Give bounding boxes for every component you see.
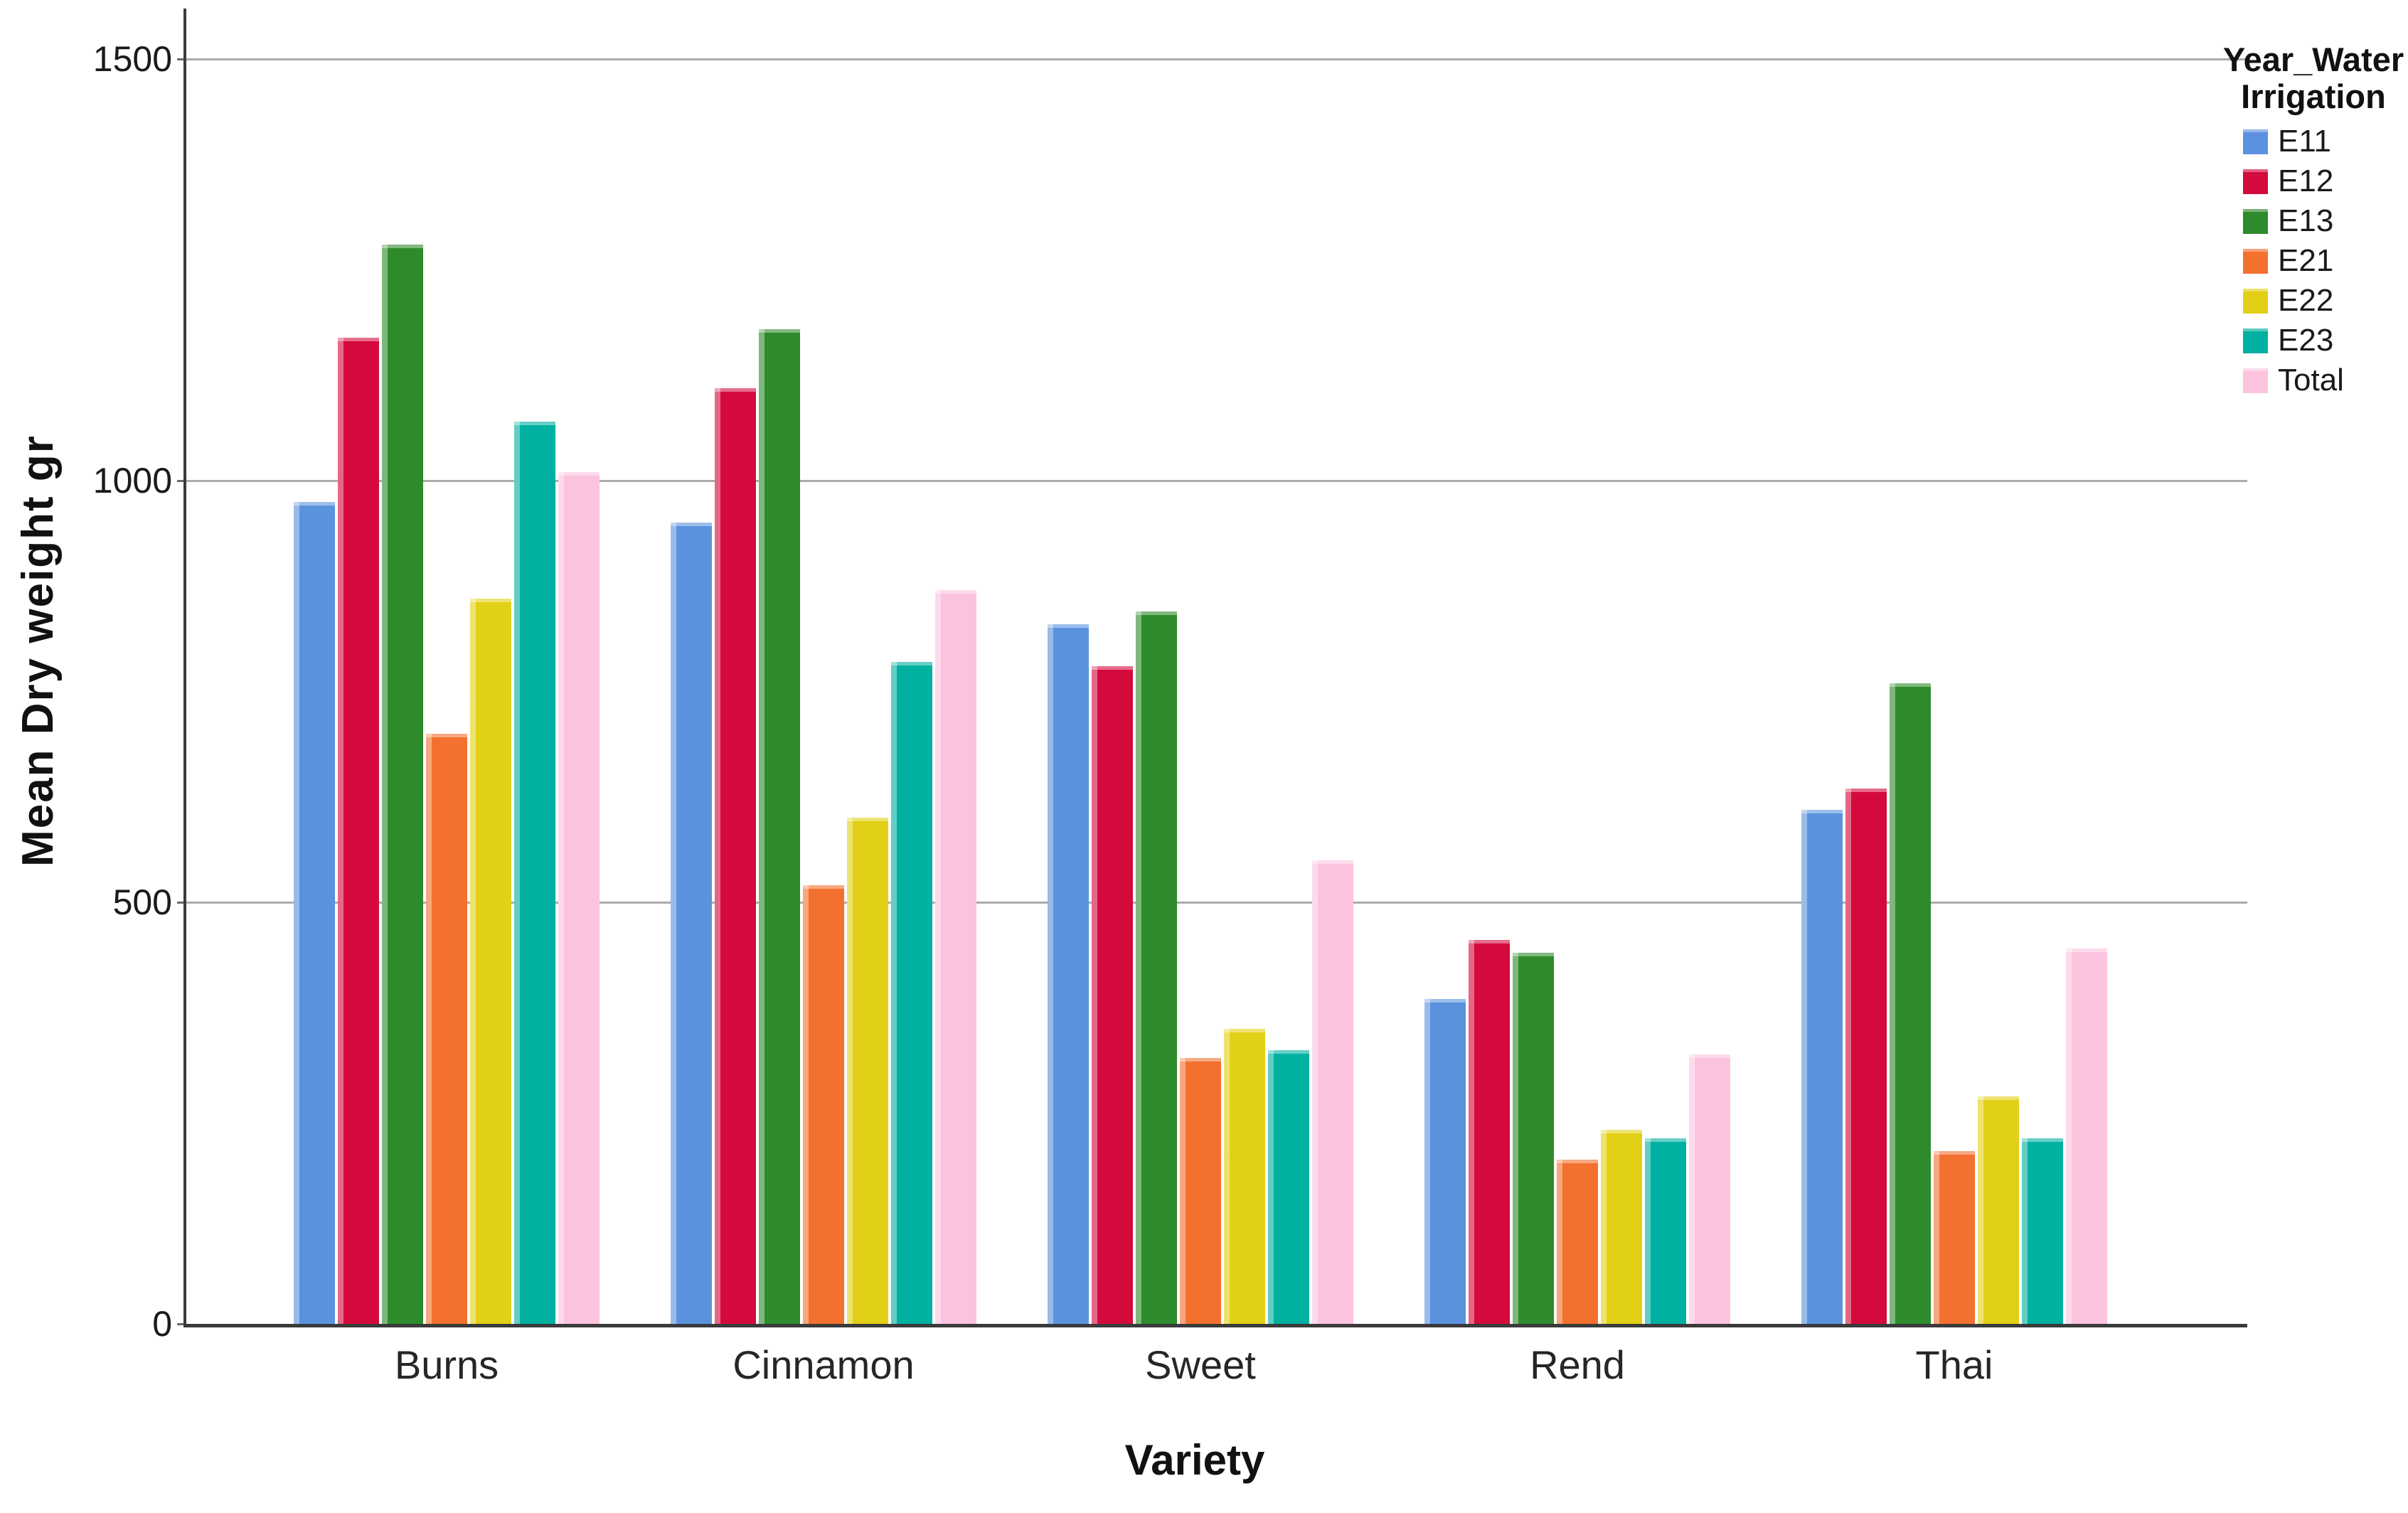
legend-item-list: E11 E12 E13 E21 E22 E23 Total (2219, 124, 2408, 397)
legend-label-e23: E23 (2278, 323, 2334, 358)
legend-item-e11: E11 (2243, 124, 2408, 159)
bar-thai-e12 (1845, 788, 1887, 1324)
bar-cinnamon-e11 (671, 523, 712, 1324)
bar-sweet-e23 (1268, 1049, 1309, 1324)
bar-rend-e22 (1601, 1130, 1642, 1324)
y-tick-label-1000: 1000 (92, 461, 172, 501)
x-category-label-sweet: Sweet (1145, 1342, 1256, 1387)
bar-rend-e11 (1424, 999, 1466, 1324)
bar-burns-e23 (514, 422, 555, 1324)
x-category-label-burns: Burns (394, 1342, 499, 1387)
y-tick-0 (177, 1322, 186, 1325)
x-axis-title: Variety (1124, 1436, 1265, 1484)
legend-swatch-icon-e11 (2243, 129, 2268, 154)
x-category-label-rend: Rend (1530, 1342, 1625, 1387)
y-axis-title: Mean Dry weight gr (14, 434, 63, 867)
bar-cinnamon-e21 (803, 885, 844, 1324)
bar-rend-e12 (1469, 940, 1510, 1324)
y-axis-line (183, 9, 186, 1327)
legend-item-e12: E12 (2243, 164, 2408, 198)
legend-item-e22: E22 (2243, 283, 2408, 318)
bar-rend-e23 (1645, 1138, 1686, 1324)
y-tick-label-500: 500 (112, 882, 172, 923)
gridline-1500 (186, 58, 2247, 60)
legend-item-e13: E13 (2243, 203, 2408, 238)
bar-sweet-total (1312, 860, 1353, 1324)
bar-sweet-e21 (1180, 1058, 1221, 1324)
legend-swatch-icon-e13 (2243, 208, 2268, 234)
bar-cinnamon-e23 (891, 662, 932, 1324)
bar-sweet-e11 (1048, 624, 1089, 1324)
legend-swatch-icon-e21 (2243, 248, 2268, 274)
legend-item-e21: E21 (2243, 243, 2408, 278)
legend: Year_Water Irrigation E11 E12 E13 E21 E22 E23… (2219, 41, 2408, 407)
bar-thai-e21 (1934, 1150, 1975, 1324)
y-tick-label-0: 0 (152, 1304, 172, 1344)
bar-cinnamon-e12 (715, 387, 756, 1324)
bar-burns-e11 (294, 501, 335, 1324)
bar-rend-total (1689, 1054, 1730, 1324)
bar-rend-e13 (1513, 953, 1554, 1324)
legend-label-total: Total (2278, 363, 2344, 397)
bar-sweet-e12 (1092, 666, 1133, 1324)
bar-sweet-e22 (1224, 1028, 1265, 1324)
bar-thai-e22 (1978, 1096, 2019, 1324)
y-tick-label-1500: 1500 (92, 39, 172, 80)
x-category-label-cinnamon: Cinnamon (732, 1342, 915, 1387)
y-tick-1000 (177, 479, 186, 482)
bar-burns-e21 (426, 733, 467, 1324)
legend-title-line1: Year_Water (2222, 41, 2404, 78)
gridline-500 (186, 901, 2247, 904)
legend-label-e21: E21 (2278, 243, 2334, 278)
legend-title: Year_Water Irrigation (2219, 41, 2408, 115)
bar-thai-e11 (1801, 809, 1843, 1324)
legend-label-e22: E22 (2278, 283, 2334, 318)
bar-burns-e22 (470, 599, 511, 1324)
bar-thai-total (2066, 948, 2107, 1324)
bar-cinnamon-e13 (759, 328, 800, 1324)
bar-burns-total (558, 472, 600, 1324)
legend-swatch-icon-e12 (2243, 169, 2268, 194)
bar-burns-e13 (382, 245, 423, 1324)
legend-label-e11: E11 (2278, 124, 2332, 159)
x-axis-line (183, 1324, 2247, 1327)
legend-swatch-icon-total (2243, 368, 2268, 393)
legend-item-e23: E23 (2243, 323, 2408, 358)
bar-thai-e23 (2022, 1138, 2063, 1324)
bar-sweet-e13 (1136, 611, 1177, 1324)
bar-cinnamon-total (935, 590, 976, 1324)
bar-cinnamon-e22 (847, 818, 888, 1324)
legend-swatch-icon-e23 (2243, 328, 2268, 353)
x-category-label-thai: Thai (1915, 1342, 1993, 1387)
legend-item-total: Total (2243, 363, 2408, 397)
legend-swatch-icon-e22 (2243, 288, 2268, 314)
bar-burns-e12 (338, 337, 379, 1324)
legend-label-e13: E13 (2278, 203, 2334, 238)
bar-rend-e21 (1557, 1159, 1598, 1324)
bar-thai-e13 (1890, 683, 1931, 1324)
legend-title-line2: Irrigation (2241, 77, 2386, 115)
gridline-1000 (186, 479, 2247, 482)
y-tick-500 (177, 901, 186, 904)
legend-label-e12: E12 (2278, 164, 2334, 198)
y-tick-1500 (177, 58, 186, 60)
